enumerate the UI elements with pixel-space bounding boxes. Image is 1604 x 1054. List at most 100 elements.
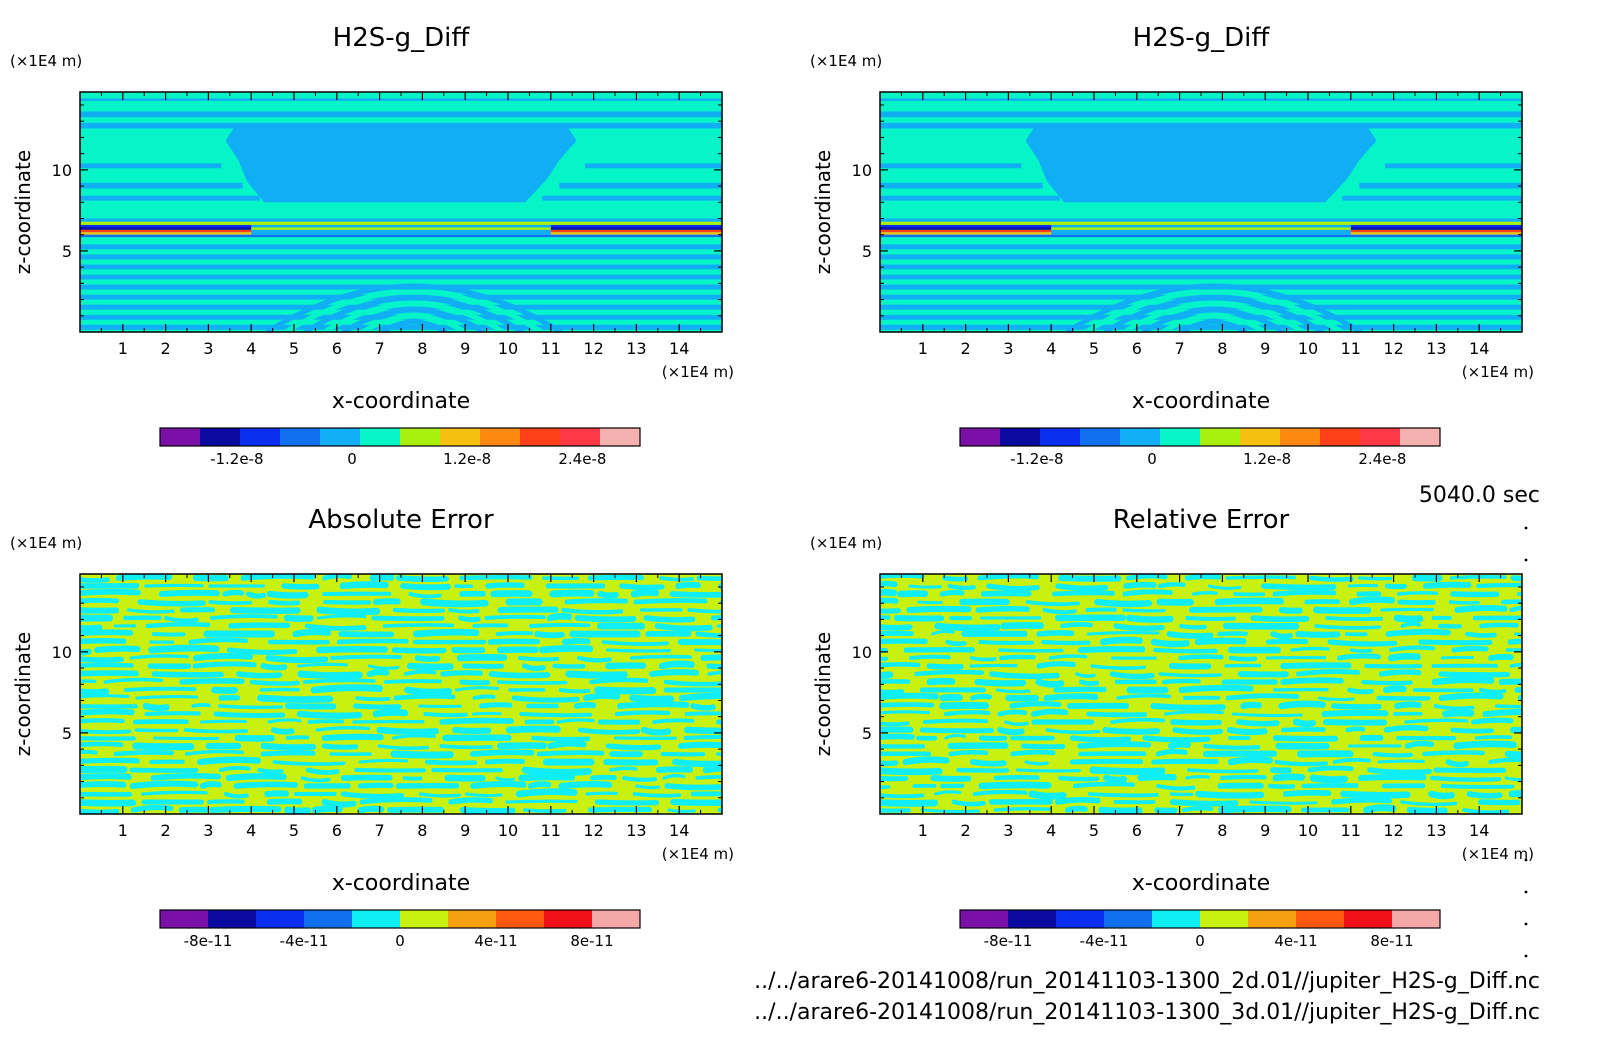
- fan-arc-3: [1122, 301, 1305, 332]
- error-streak: [880, 580, 898, 588]
- x-tick-label: 11: [1341, 339, 1361, 358]
- error-streak: [920, 808, 981, 814]
- y-tick-label: 10: [852, 643, 872, 662]
- error-streak: [113, 750, 174, 757]
- error-streak: [1332, 757, 1371, 764]
- x-tick-label: 14: [1469, 821, 1489, 840]
- error-streak: [80, 688, 110, 696]
- error-streak: [1488, 653, 1514, 661]
- error-streak: [1292, 718, 1316, 728]
- error-streak: [1272, 773, 1306, 782]
- colorbar-tick-label: -8e-11: [984, 932, 1033, 950]
- error-streak: [590, 774, 617, 781]
- error-streak: [130, 804, 174, 813]
- error-streak: [1349, 648, 1373, 653]
- error-streak: [1122, 608, 1166, 613]
- stripe-top-1: [880, 111, 1522, 118]
- error-streak: [518, 773, 576, 782]
- colorbar-swatch: [1400, 428, 1441, 446]
- error-streak: [321, 743, 359, 750]
- error-streak: [1094, 598, 1153, 608]
- error-streak: [218, 704, 284, 710]
- error-streak: [1195, 790, 1265, 799]
- error-streak: [1453, 740, 1517, 750]
- error-streak: [702, 764, 722, 774]
- error-streak: [1494, 704, 1522, 709]
- error-streak: [942, 575, 969, 582]
- error-streak: [199, 719, 248, 724]
- x-tick-label: 5: [289, 821, 299, 840]
- error-streak: [458, 615, 481, 623]
- error-streak: [1454, 604, 1508, 613]
- error-streak: [1203, 743, 1261, 750]
- error-streak: [1378, 669, 1422, 677]
- stripe-low-0: [880, 244, 1522, 250]
- error-streak: [1010, 749, 1056, 757]
- error-streak: [522, 808, 567, 813]
- error-streak: [339, 581, 389, 590]
- colorbar-tick-label: -4e-11: [1080, 932, 1129, 950]
- error-streak: [505, 725, 561, 734]
- error-streak: [94, 645, 141, 653]
- error-streak: [485, 582, 525, 589]
- stripe-low-0: [80, 244, 722, 250]
- error-streak: [80, 597, 120, 604]
- error-streak: [1116, 693, 1172, 700]
- error-streak: [720, 600, 722, 604]
- error-streak: [1422, 750, 1485, 757]
- error-streak: [418, 792, 461, 798]
- error-streak: [1400, 621, 1422, 628]
- colorbar-frame: [159, 909, 641, 929]
- colorbar-swatch: [1008, 910, 1057, 928]
- x-tick-label: 2: [961, 821, 971, 840]
- error-streak: [236, 671, 283, 679]
- band-1: [880, 221, 1522, 225]
- error-streak: [1240, 701, 1262, 710]
- error-streak: [538, 644, 594, 654]
- colorbar-swatch: [304, 910, 353, 928]
- error-streak: [80, 741, 124, 748]
- x-tick-label: 10: [1298, 339, 1318, 358]
- error-streak: [1058, 574, 1122, 582]
- error-streak: [135, 695, 199, 700]
- x-tick-label: 4: [246, 339, 256, 358]
- colorbar-swatch: [240, 428, 281, 446]
- error-streak: [148, 644, 220, 654]
- error-streak: [672, 758, 722, 768]
- error-streak: [141, 790, 208, 796]
- error-streak: [1394, 701, 1422, 710]
- blue-region: [1025, 127, 1377, 203]
- error-streak: [1438, 671, 1510, 678]
- band-0: [880, 218, 1522, 222]
- error-streak: [880, 760, 899, 767]
- error-streak: [1282, 789, 1332, 797]
- error-streak: [358, 758, 409, 764]
- band-0: [80, 218, 722, 222]
- colorbar-swatch: [560, 428, 601, 446]
- y-tick-label: 10: [852, 161, 872, 180]
- error-streak: [283, 614, 314, 622]
- error-streak: [260, 663, 288, 671]
- error-streak: [1185, 616, 1236, 621]
- error-streak: [1186, 768, 1259, 774]
- error-streak: [663, 679, 722, 687]
- error-streak: [675, 581, 702, 589]
- error-streak: [413, 628, 480, 638]
- x-tick-label: 6: [332, 821, 342, 840]
- error-streak: [268, 599, 301, 606]
- error-streak: [573, 701, 597, 709]
- error-streak: [978, 640, 1034, 645]
- error-streak: [484, 614, 546, 620]
- error-streak: [80, 607, 120, 614]
- x-tick-label: 1: [118, 339, 128, 358]
- error-streak: [1361, 679, 1413, 686]
- colorbar-swatch: [960, 428, 1001, 446]
- error-streak: [472, 711, 502, 716]
- error-streak: [880, 638, 928, 645]
- error-streak: [1028, 790, 1067, 800]
- error-streak: [197, 756, 261, 766]
- x-tick-label: 14: [669, 821, 689, 840]
- error-streak: [359, 797, 433, 805]
- fan-arc-2: [342, 307, 486, 332]
- error-streak: [1065, 805, 1088, 813]
